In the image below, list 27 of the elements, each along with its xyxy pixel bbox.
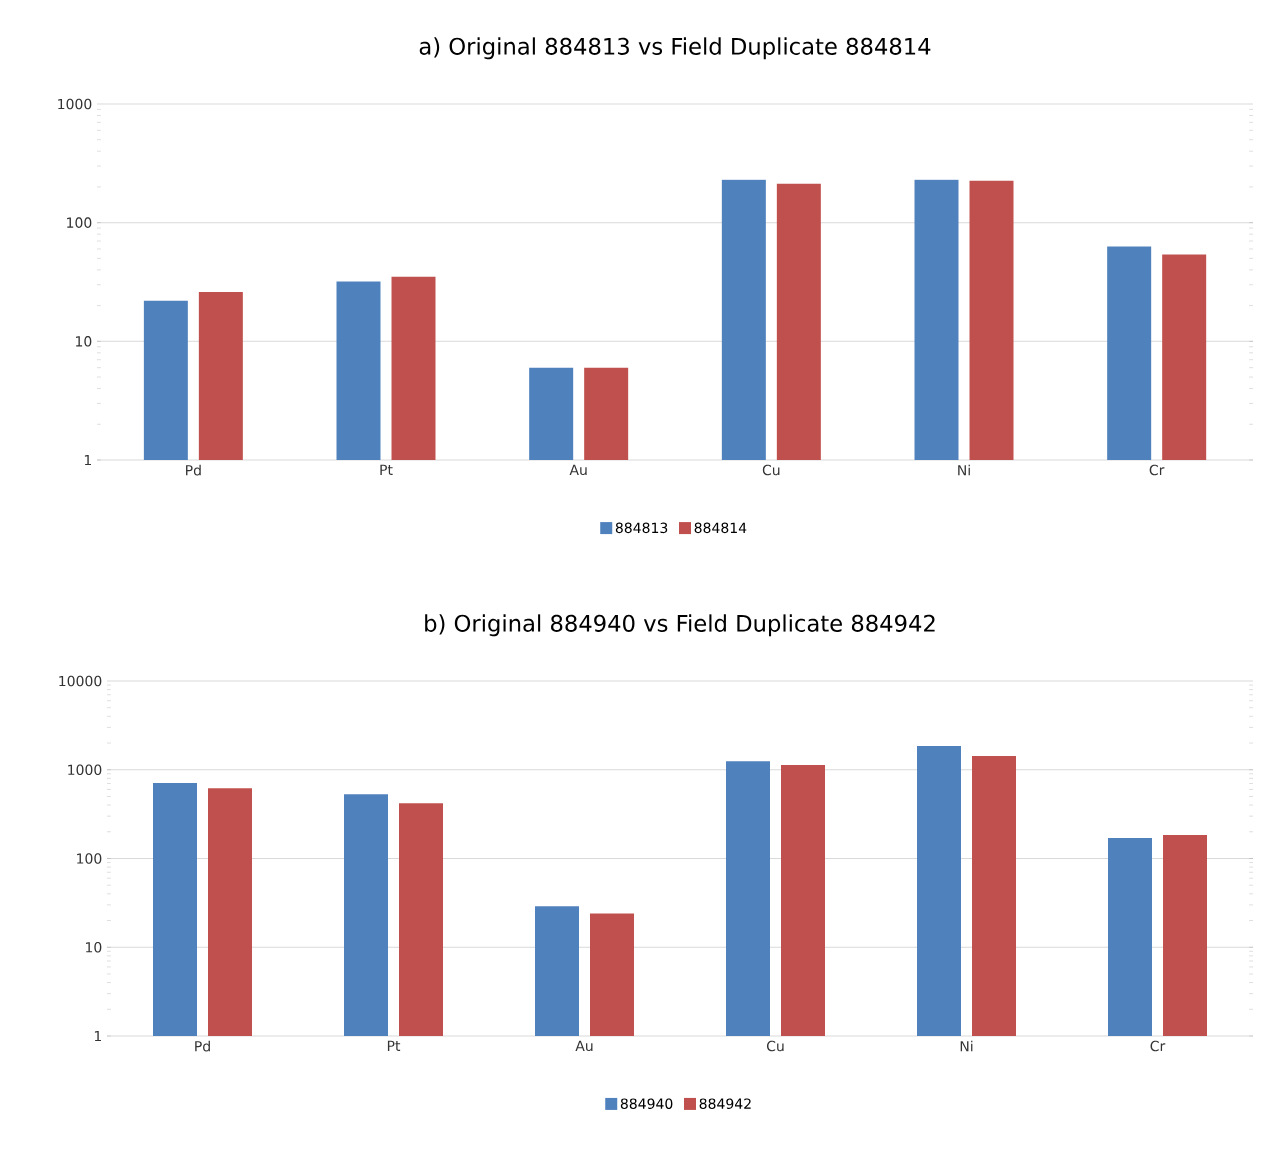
x-tick-label: Cr [1150,1040,1166,1052]
x-tick-label: Pt [387,1040,401,1051]
chart-title: b) Original 884940 vs Field Duplicate 884942 [425,614,935,637]
legend-label: 884940 [620,1098,673,1109]
y-tick-label: 10 [76,336,92,347]
x-tick-label: Au [569,464,587,476]
x-tick-label: Pd [195,1040,210,1052]
x-tick-label: Au [575,1040,593,1052]
y-tick-label: 1 [84,454,91,466]
y-tick-label: 100 [67,217,92,228]
y-tick-label: 10 [86,941,102,953]
y-tick-label: 1000 [68,764,102,776]
chart-title: a) Original 884813 vs Field Duplicate 884814 [419,37,931,60]
legend-label: 884814 [694,522,747,534]
x-tick-label: Pd [186,464,201,476]
y-tick-label: 1 [94,1030,101,1042]
y-tick-label: 100 [77,853,102,864]
y-tick-label: 10000 [59,675,102,687]
x-tick-label: Cu [766,1040,784,1052]
x-tick-label: Ni [958,464,970,476]
x-tick-label: Ni [960,1040,973,1052]
x-tick-label: Pt [380,464,393,475]
x-tick-label: Cu [762,464,780,476]
legend-label: 884813 [615,522,668,534]
y-tick-label: 1000 [58,98,92,110]
legend-label: 884942 [699,1098,751,1109]
x-tick-label: Cr [1149,464,1165,476]
